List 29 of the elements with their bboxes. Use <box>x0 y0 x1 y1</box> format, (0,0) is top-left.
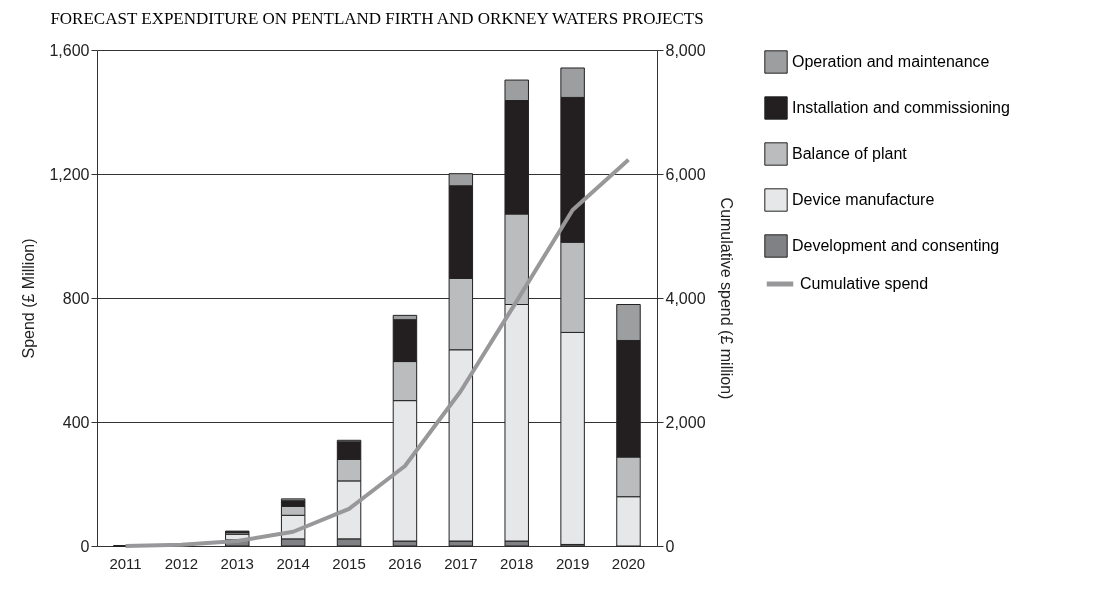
y-tick-label: 1,200 <box>49 165 90 183</box>
x-tick-label: 2014 <box>276 554 310 572</box>
y-axis-title: Spend (£ Million) <box>20 238 38 359</box>
x-tick-label: 2011 <box>109 554 142 572</box>
legend-label: Cumulative spend <box>800 275 929 292</box>
y2-axis-title: Cumulative spend (£ million) <box>717 197 735 400</box>
x-tick-label: 2013 <box>220 554 254 572</box>
y2-tick-label: 6,000 <box>665 165 706 183</box>
y2-tick-label: 4,000 <box>665 289 706 307</box>
y2-tick-label: 2,000 <box>665 413 706 431</box>
x-tick-label: 2019 <box>555 554 590 572</box>
x-tick-label: 2017 <box>444 554 478 572</box>
y2-tick-label: 8,000 <box>665 41 706 59</box>
x-tick-label: 2020 <box>611 554 646 572</box>
x-tick-label: 2015 <box>332 554 366 572</box>
x-tick-label: 2012 <box>164 554 199 572</box>
legend-label: Device manufacture <box>792 191 935 208</box>
y2-tick-label: 0 <box>665 537 675 555</box>
y-tick-label: 800 <box>62 289 90 307</box>
legend-label: Development and consenting <box>792 237 1000 254</box>
x-tick-label: 2018 <box>500 554 534 572</box>
y-tick-label: 0 <box>80 537 90 555</box>
y-tick-label: 1,600 <box>49 41 90 59</box>
x-tick-label: 2016 <box>388 554 422 572</box>
legend-label: Installation and commissioning <box>792 99 1010 116</box>
chart-title: FORECAST EXPENDITURE ON PENTLAND FIRTH AND ORKNEY WATERS PROJECTS <box>50 9 704 28</box>
legend-label: Balance of plant <box>792 145 908 162</box>
y-tick-label: 400 <box>62 413 90 431</box>
legend-label: Operation and maintenance <box>792 53 990 70</box>
